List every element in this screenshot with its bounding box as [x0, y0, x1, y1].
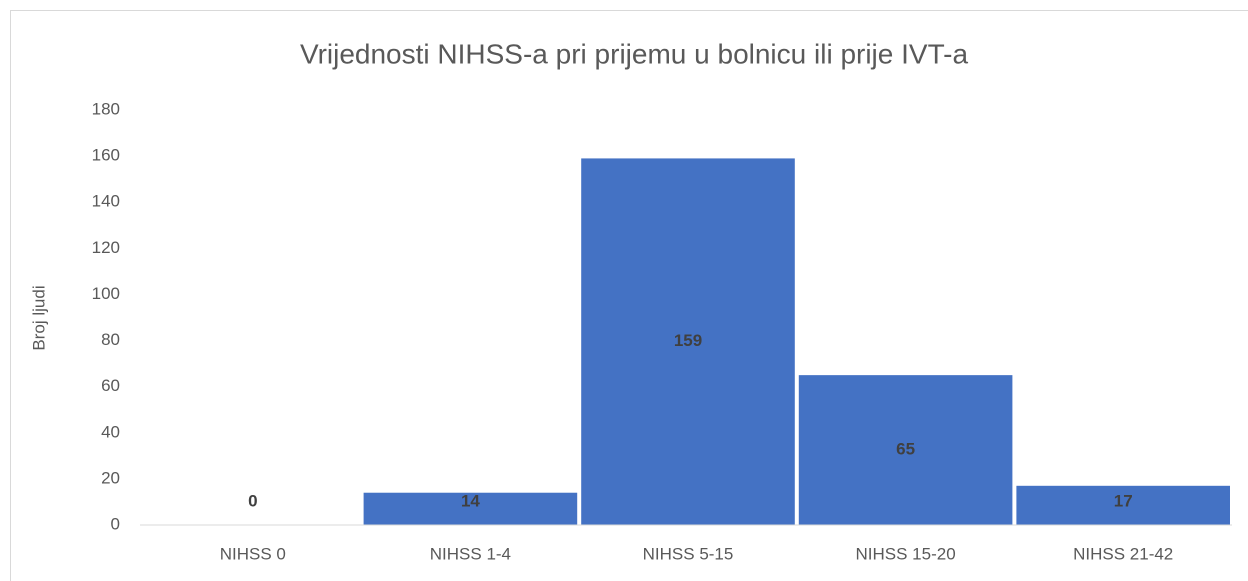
data-label: 17: [1114, 491, 1133, 510]
x-tick-label: NIHSS 5-15: [643, 544, 734, 563]
chart-title: Vrijednosti NIHSS-a pri prijemu u bolnic…: [300, 38, 969, 69]
y-tick-label: 80: [101, 330, 120, 349]
bar: [798, 375, 1013, 525]
y-tick-label: 120: [92, 238, 120, 257]
chart-border: [10, 10, 1248, 581]
x-tick-label: NIHSS 0: [220, 544, 286, 563]
y-tick-label: 0: [111, 514, 120, 533]
data-label: 0: [248, 491, 257, 510]
y-tick-label: 100: [92, 284, 120, 303]
y-tick-label: 40: [101, 422, 120, 441]
y-tick-label: 180: [92, 99, 120, 118]
x-tick-label: NIHSS 1-4: [430, 544, 511, 563]
data-label: 65: [896, 440, 915, 459]
bar: [581, 158, 795, 525]
y-tick-label: 160: [92, 146, 120, 165]
data-label: 159: [674, 331, 702, 350]
bar: [363, 492, 578, 525]
x-tick-label: NIHSS 15-20: [856, 544, 956, 563]
y-tick-label: 140: [92, 192, 120, 211]
bar: [1016, 485, 1230, 525]
y-tick-label: 60: [101, 376, 120, 395]
data-label: 14: [461, 491, 480, 510]
y-axis-label: Broj ljudi: [29, 285, 48, 350]
x-tick-label: NIHSS 21-42: [1073, 544, 1173, 563]
y-tick-label: 20: [101, 468, 120, 487]
